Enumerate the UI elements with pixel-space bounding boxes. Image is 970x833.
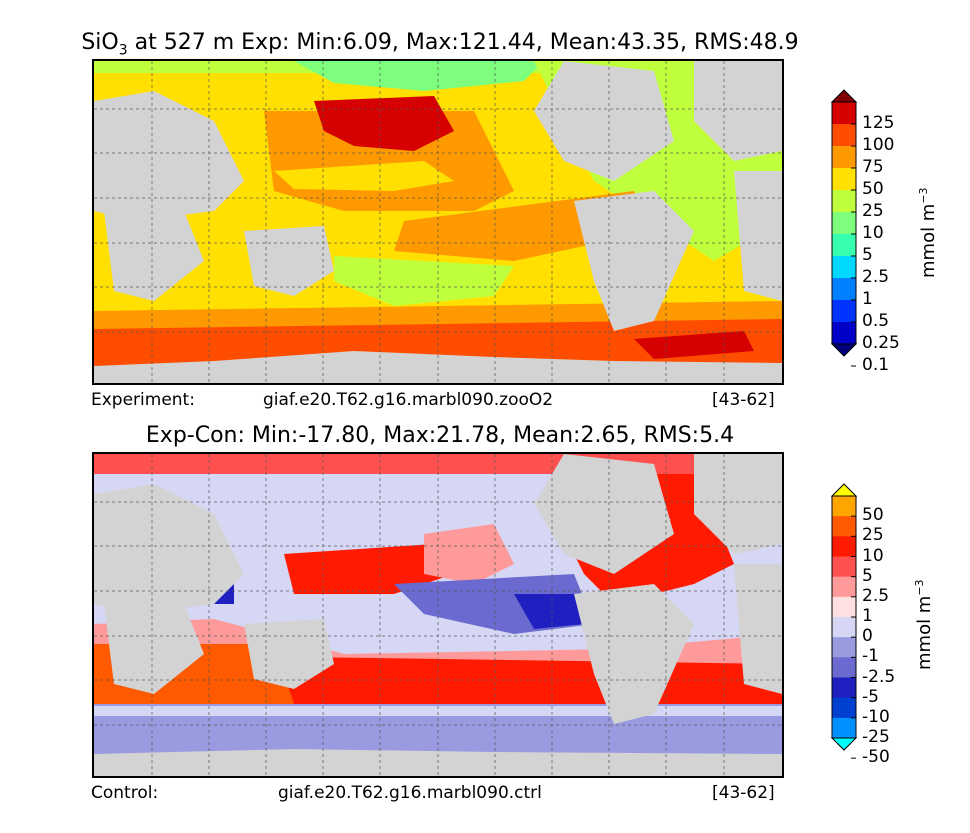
bottom-colorbar-tick-label: -2.5 (862, 666, 896, 687)
bottom-colorbar-segment (832, 717, 856, 739)
bottom-colorbar-tick-label: 2.5 (862, 585, 890, 606)
bottom-colorbar-tick-label: 5 (862, 565, 873, 586)
top-colorbar-tick-label: 100 (862, 135, 895, 155)
bottom-colorbar-svg (830, 483, 858, 759)
bottom-colorbar-segment (832, 617, 856, 638)
top-colorbar-tick-label: 2.5 (862, 267, 890, 287)
top-colorbar-segment (832, 124, 856, 147)
top-colorbar-tick-label: 75 (862, 157, 884, 177)
top-footer-right: [43-62] (712, 390, 775, 410)
top-colorbar-tick-label: 10 (862, 223, 884, 243)
bottom-colorbar-segment (832, 677, 856, 699)
top-colorbar-segment (832, 300, 856, 323)
top-colorbar-tick-label: 125 (862, 113, 895, 133)
bottom-colorbar-segment (832, 596, 856, 618)
bottom-colorbar-segment (832, 556, 856, 578)
top-colorbar-segment (832, 278, 856, 301)
top-colorbar-tick-label: 0.5 (862, 311, 890, 331)
bottom-footer-center: giaf.e20.T62.g16.marbl090.ctrl (278, 783, 542, 803)
bottom-colorbar-segment (832, 496, 856, 517)
top-colorbar-tick-label: 5 (862, 245, 873, 265)
top-colorbar-svg (830, 89, 858, 367)
bottom-map-title: Exp-Con: Min:-17.80, Max:21.78, Mean:2.6… (145, 423, 735, 448)
top-colorbar-segment (832, 322, 856, 345)
top-footer-left: Experiment: (91, 390, 195, 410)
top-colorbar-arrow-top (830, 89, 858, 103)
top-colorbar-segment (832, 146, 856, 169)
top-footer-center: giaf.e20.T62.g16.marbl090.zooO2 (263, 390, 554, 410)
bottom-colorbar-segment (832, 657, 856, 678)
bottom-colorbar-segment (832, 637, 856, 658)
bottom-colorbar-tick-label: -50 (862, 747, 890, 768)
bottom-colorbar-tick-label: 0 (862, 626, 873, 647)
bottom-colorbar-tick-label: 1 (862, 606, 873, 626)
bottom-colorbar-segment (832, 516, 856, 537)
top-map-svg (94, 61, 782, 383)
bottom-colorbar-segment (832, 536, 856, 557)
bottom-colorbar-arrow-bottom (830, 737, 858, 751)
bottom-map (92, 452, 784, 778)
bottom-map-svg (94, 454, 782, 776)
top-colorbar-tick-label: 25 (862, 201, 884, 221)
top-colorbar-unit: mmol m−3 (917, 187, 939, 278)
top-colorbar-segment (832, 212, 856, 235)
top-colorbar-segment (832, 190, 856, 213)
top-colorbar-tick-label: 0.1 (862, 355, 890, 375)
top-colorbar-arrow-bottom (830, 343, 858, 357)
top-colorbar-segment (832, 234, 856, 257)
bottom-colorbar-tick-label: -1 (862, 646, 879, 667)
bottom-colorbar (830, 483, 858, 759)
top-colorbar-segment (832, 256, 856, 279)
top-colorbar-segment (832, 168, 856, 191)
bottom-colorbar-arrow-top (830, 483, 858, 497)
bottom-colorbar-segment (832, 576, 856, 598)
bottom-colorbar-tick-label: 50 (862, 505, 884, 526)
top-colorbar (830, 89, 858, 367)
bottom-colorbar-tick-label: -5 (862, 686, 879, 707)
top-colorbar-tick-label: 50 (862, 179, 884, 199)
bottom-colorbar-tick-label: -25 (862, 727, 890, 747)
bottom-colorbar-segment (832, 697, 856, 719)
top-colorbar-segment (832, 102, 856, 125)
top-map-title: SiO3 at 527 m Exp: Min:6.09, Max:121.44,… (81, 30, 799, 59)
bottom-footer-left: Control: (91, 783, 159, 803)
bottom-colorbar-tick-label: -10 (862, 706, 890, 727)
bottom-footer-right: [43-62] (712, 783, 775, 803)
top-colorbar-tick-label: 1 (862, 289, 873, 309)
top-colorbar-border (831, 101, 857, 345)
bottom-colorbar-unit: mmol m−3 (913, 579, 935, 670)
top-colorbar-tick-label: 0.25 (862, 333, 900, 353)
bottom-colorbar-tick-label: 10 (862, 545, 884, 566)
bottom-colorbar-tick-label: 25 (862, 525, 884, 546)
top-map (92, 59, 784, 385)
